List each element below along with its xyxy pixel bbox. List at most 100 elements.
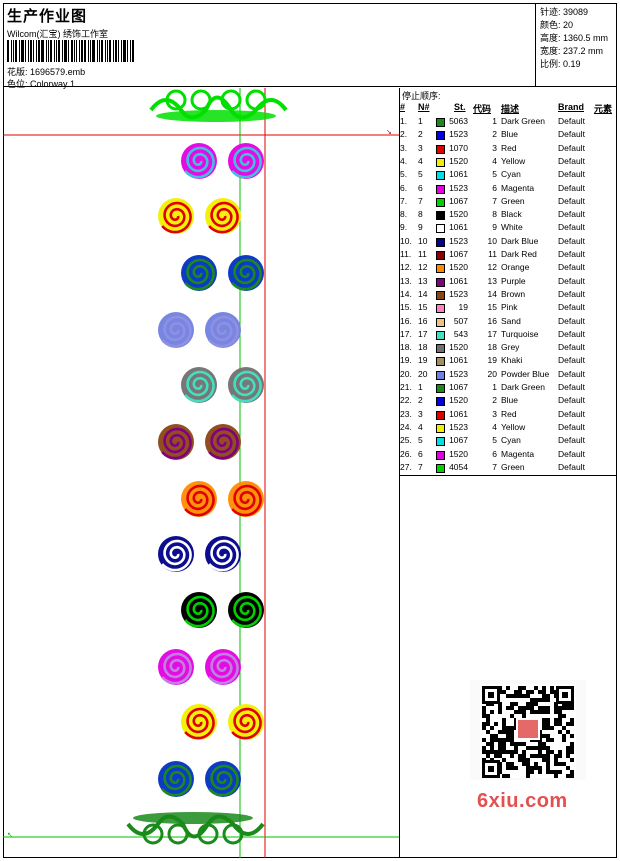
- qr-module: [510, 726, 514, 730]
- stop-sequence-title: 停止顺序:: [402, 91, 441, 101]
- row-code: 13: [487, 275, 497, 286]
- qr-module: [522, 758, 526, 762]
- color-swatch: [436, 304, 445, 314]
- barcode-bar: [81, 40, 83, 62]
- guide-marker-green: ↖: [7, 832, 13, 839]
- barcode-bar: [90, 40, 91, 62]
- barcode-bar: [46, 40, 47, 62]
- barcode-bar: [64, 40, 67, 62]
- row-index: 26.: [400, 448, 412, 459]
- qr-finder: [488, 692, 494, 698]
- ornament-base: [133, 812, 253, 824]
- qr-module: [498, 710, 502, 714]
- qr-module: [490, 746, 494, 750]
- qr-module: [542, 710, 546, 714]
- spiral-motif-thread: [208, 539, 239, 572]
- qr-module: [526, 762, 530, 766]
- color-swatch: [436, 450, 445, 460]
- qr-module: [526, 702, 530, 706]
- qr-module: [506, 726, 510, 730]
- row-code: 7: [492, 195, 497, 206]
- qr-code: [470, 680, 586, 780]
- qr-module: [518, 710, 522, 714]
- barcode-bar: [28, 40, 29, 62]
- embroidery-canvas: ↘↖: [3, 88, 399, 858]
- table-row: 25. 5 1067 5 Cyan Default: [400, 435, 617, 448]
- row-needle: 16: [418, 315, 428, 326]
- stats-panel: 针迹: 39089 颜色: 20 高度: 1360.5 mm 宽度: 237.2…: [536, 3, 617, 87]
- row-brand: Default: [558, 302, 585, 313]
- row-code: 9: [492, 222, 497, 233]
- row-index: 6.: [400, 182, 408, 193]
- stop-sequence-panel: 停止顺序: # N# St. 代码 描述 Brand 元素 1. 1 5063 1 Da…: [400, 88, 617, 476]
- ornament-curl: [220, 89, 242, 111]
- row-needle: 6: [418, 448, 423, 459]
- qr-module: [530, 702, 534, 706]
- barcode-bar: [92, 40, 95, 62]
- qr-module: [510, 742, 514, 746]
- row-brand: Default: [558, 461, 585, 472]
- row-desc: Magenta: [501, 182, 535, 193]
- ornament-curl: [222, 823, 244, 845]
- table-row: 17. 17 543 17 Turquoise Default: [400, 329, 617, 342]
- design-preview: ↘ ↖: [3, 88, 400, 858]
- qr-module: [550, 750, 554, 754]
- barcode-bar: [88, 40, 89, 62]
- table-row: 24. 4 1523 4 Yellow Default: [400, 422, 617, 435]
- qr-module: [482, 726, 486, 730]
- color-swatch: [436, 251, 445, 260]
- barcode-bar: [36, 40, 37, 62]
- row-code: 5: [492, 435, 497, 446]
- barcode-bar: [121, 40, 122, 62]
- row-desc: Blue: [501, 129, 519, 140]
- row-brand: Default: [558, 195, 585, 206]
- table-row: 16. 16 507 16 Sand Default: [400, 316, 617, 329]
- qr-module: [546, 750, 550, 754]
- qr-module: [482, 738, 486, 742]
- table-row: 6. 6 1523 6 Magenta Default: [400, 183, 617, 196]
- row-code: 17: [487, 328, 497, 339]
- qr-module: [482, 750, 486, 754]
- qr-module: [518, 686, 522, 690]
- row-stitches: 19: [458, 302, 468, 313]
- qr-module: [570, 770, 574, 774]
- row-brand: Default: [558, 182, 585, 193]
- row-needle: 5: [418, 435, 423, 446]
- qr-module: [510, 714, 514, 718]
- qr-logo: [518, 720, 538, 738]
- qr-module: [490, 742, 494, 746]
- row-needle: 19: [418, 355, 428, 366]
- height-stat: 高度: 1360.5 mm: [540, 31, 608, 44]
- qr-module: [538, 750, 542, 754]
- row-stitches: 507: [453, 315, 468, 326]
- barcode-bar: [56, 40, 57, 62]
- row-brand: Default: [558, 342, 585, 353]
- qr-module: [510, 730, 514, 734]
- color-swatch: [436, 171, 445, 181]
- spiral-motif-thread: [184, 484, 215, 517]
- row-brand: Default: [558, 382, 585, 392]
- qr-module: [554, 754, 558, 758]
- qr-module: [534, 762, 538, 766]
- qr-module: [550, 690, 554, 694]
- qr-module: [506, 686, 510, 690]
- qr-module: [562, 734, 566, 738]
- qr-module: [550, 726, 554, 730]
- row-stitches: 1520: [449, 342, 468, 353]
- row-brand: Default: [558, 222, 585, 233]
- qr-module: [546, 770, 550, 774]
- spiral-motif-thread: [161, 764, 192, 797]
- row-stitches: 1523: [449, 421, 468, 432]
- color-swatch: [436, 317, 445, 327]
- qr-module: [570, 758, 574, 762]
- qr-module: [562, 726, 566, 730]
- qr-module: [570, 706, 574, 710]
- qr-module: [538, 690, 542, 694]
- qr-module: [534, 754, 538, 758]
- barcode-bar: [130, 40, 131, 62]
- qr-module: [542, 690, 546, 694]
- table-row: 22. 2 1520 2 Blue Default: [400, 395, 617, 408]
- color-swatch: [436, 197, 445, 207]
- spiral-motif-thread: [231, 707, 262, 740]
- qr-module: [546, 734, 550, 738]
